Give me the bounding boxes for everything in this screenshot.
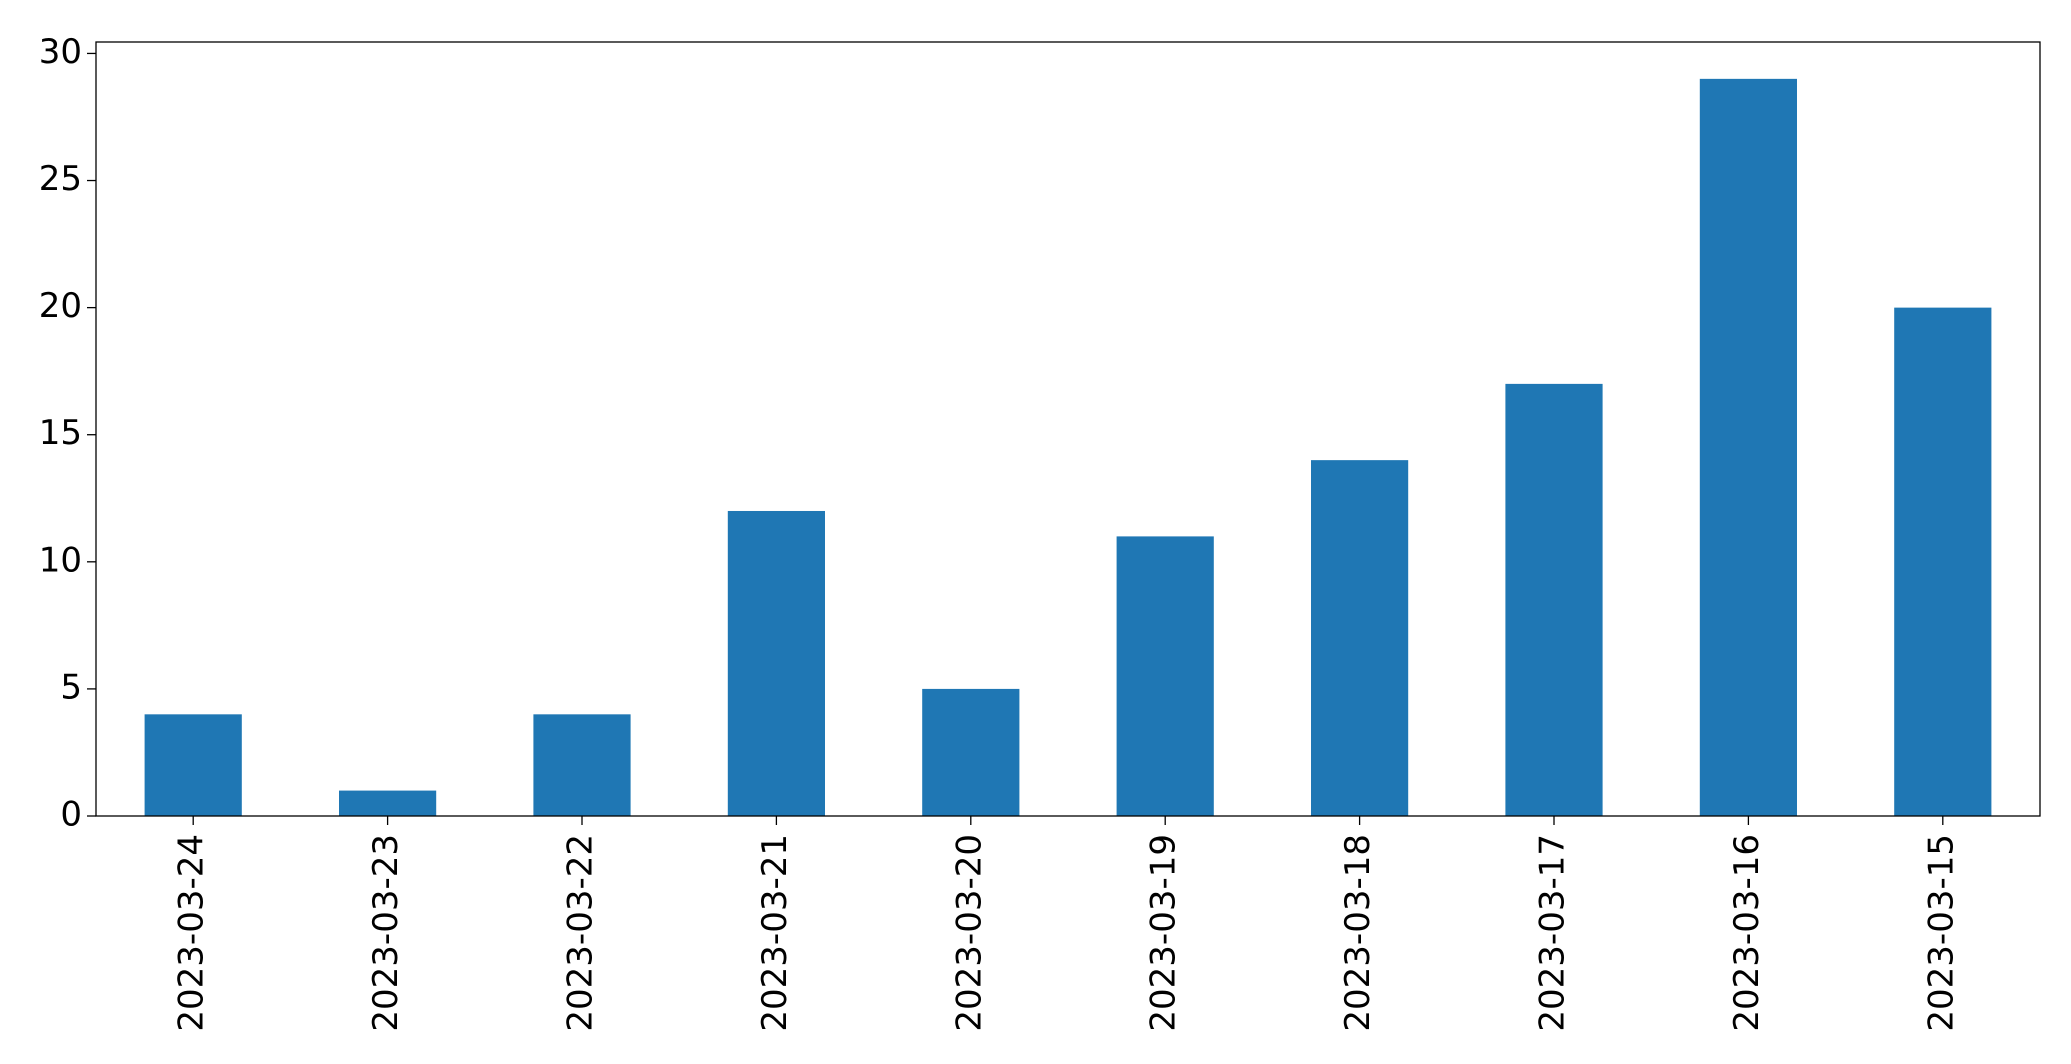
bar xyxy=(1311,460,1409,816)
y-tick-label: 10 xyxy=(39,540,82,580)
y-tick-label: 20 xyxy=(39,286,82,326)
bar xyxy=(1116,536,1214,816)
x-tick-label: 2023-03-20 xyxy=(949,834,989,1032)
x-tick-label: 2023-03-18 xyxy=(1338,834,1378,1032)
x-tick-label: 2023-03-19 xyxy=(1144,834,1184,1032)
x-tick-label: 2023-03-23 xyxy=(366,834,406,1032)
y-tick-label: 25 xyxy=(39,159,82,199)
bar xyxy=(339,790,437,816)
bar xyxy=(533,714,631,816)
x-tick-label: 2023-03-21 xyxy=(755,834,795,1032)
y-tick-label: 15 xyxy=(39,413,82,453)
plot-frame xyxy=(95,41,2041,817)
bar xyxy=(922,688,1020,816)
x-tick-label: 2023-03-17 xyxy=(1533,834,1573,1032)
x-tick-label: 2023-03-16 xyxy=(1727,834,1767,1032)
y-tick-label: 5 xyxy=(60,667,82,707)
y-tick-label: 0 xyxy=(60,795,82,835)
y-tick-label: 30 xyxy=(39,32,82,72)
bar xyxy=(727,510,825,816)
bar xyxy=(1699,78,1797,817)
x-tick-label: 2023-03-24 xyxy=(172,834,212,1032)
x-tick-label: 2023-03-15 xyxy=(1921,834,1961,1032)
bar xyxy=(144,714,242,816)
x-tick-label: 2023-03-22 xyxy=(561,834,601,1032)
bar xyxy=(1894,307,1992,816)
bar xyxy=(1505,383,1603,816)
